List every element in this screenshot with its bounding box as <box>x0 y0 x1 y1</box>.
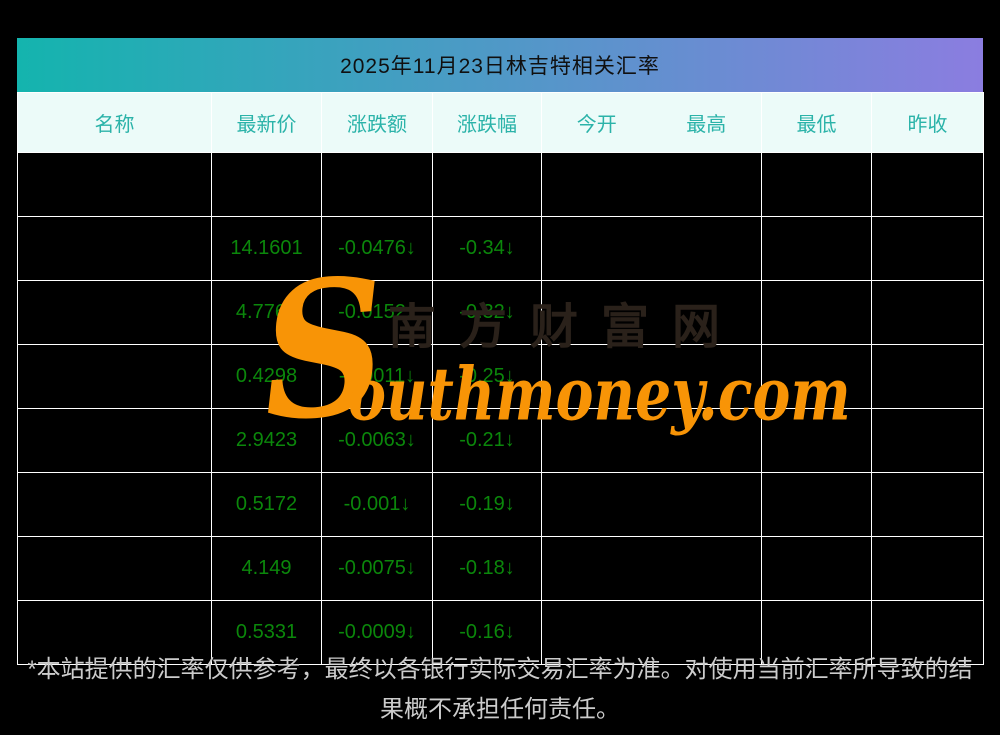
cell-change-percent: -0.16↓ <box>432 600 542 665</box>
cell-low <box>761 152 872 217</box>
column-header-change-percent: 涨跌幅 <box>432 92 542 153</box>
cell-today-open <box>541 152 652 217</box>
cell-today-open <box>541 536 652 601</box>
cell-name <box>17 408 212 473</box>
table-row: 0.5172 -0.001↓ -0.19↓ <box>17 472 984 537</box>
cell-name <box>17 280 212 345</box>
cell-today-open <box>541 408 652 473</box>
cell-prev-close <box>871 216 984 281</box>
cell-change-amount: -0.0009↓ <box>321 600 433 665</box>
cell-high <box>651 472 762 537</box>
cell-change-percent: -0.19↓ <box>432 472 542 537</box>
cell-latest-price <box>211 152 322 217</box>
column-header-prev-close: 昨收 <box>871 92 984 153</box>
cell-change-percent: -0.18↓ <box>432 536 542 601</box>
cell-change-percent <box>432 152 542 217</box>
cell-low <box>761 216 872 281</box>
cell-prev-close <box>871 152 984 217</box>
header-row: 名称 最新价 涨跌额 涨跌幅 今开 最高 最低 昨收 <box>17 92 984 153</box>
column-header-latest-price: 最新价 <box>211 92 322 153</box>
cell-latest-price: 0.5172 <box>211 472 322 537</box>
cell-name <box>17 472 212 537</box>
cell-latest-price: 4.7766 <box>211 280 322 345</box>
cell-today-open <box>541 472 652 537</box>
column-header-name: 名称 <box>17 92 212 153</box>
cell-high <box>651 408 762 473</box>
cell-name <box>17 152 212 217</box>
cell-prev-close <box>871 344 984 409</box>
cell-high <box>651 152 762 217</box>
cell-change-amount: -0.0063↓ <box>321 408 433 473</box>
rate-table-container: 2025年11月23日林吉特相关汇率 名称 最新价 涨跌额 涨跌幅 今开 最高 … <box>17 38 984 665</box>
table-row: 2.9423 -0.0063↓ -0.21↓ <box>17 408 984 473</box>
cell-name <box>17 216 212 281</box>
table-row: 0.4298 -0.0011↓ -0.25↓ <box>17 344 984 409</box>
cell-change-amount: -0.0152↓ <box>321 280 433 345</box>
cell-prev-close <box>871 472 984 537</box>
cell-change-percent: -0.34↓ <box>432 216 542 281</box>
cell-change-percent: -0.32↓ <box>432 280 542 345</box>
cell-low <box>761 600 872 665</box>
cell-prev-close <box>871 408 984 473</box>
cell-high <box>651 280 762 345</box>
table-title-bar: 2025年11月23日林吉特相关汇率 <box>17 38 983 92</box>
table-row: 14.1601 -0.0476↓ -0.34↓ <box>17 216 984 281</box>
table-title: 2025年11月23日林吉特相关汇率 <box>340 55 660 78</box>
cell-change-amount: -0.0075↓ <box>321 536 433 601</box>
cell-low <box>761 536 872 601</box>
cell-high <box>651 216 762 281</box>
cell-low <box>761 280 872 345</box>
disclaimer-block: *本站提供的汇率仅供参考，最终以各银行实际交易汇率为准。对使用当前汇率所导致的结… <box>0 650 1000 730</box>
exchange-rate-table: 名称 最新价 涨跌额 涨跌幅 今开 最高 最低 昨收 <box>17 92 984 665</box>
cell-prev-close <box>871 600 984 665</box>
cell-high <box>651 536 762 601</box>
cell-name <box>17 344 212 409</box>
cell-low <box>761 472 872 537</box>
cell-change-percent: -0.21↓ <box>432 408 542 473</box>
column-header-low: 最低 <box>761 92 872 153</box>
disclaimer-text: *本站提供的汇率仅供参考，最终以各银行实际交易汇率为准。对使用当前汇率所导致的结… <box>27 656 973 723</box>
cell-high <box>651 344 762 409</box>
column-header-today-open: 今开 <box>541 92 652 153</box>
column-header-change-amount: 涨跌额 <box>321 92 433 153</box>
cell-prev-close <box>871 280 984 345</box>
cell-low <box>761 344 872 409</box>
cell-low <box>761 408 872 473</box>
cell-change-amount <box>321 152 433 217</box>
cell-today-open <box>541 216 652 281</box>
cell-latest-price: 14.1601 <box>211 216 322 281</box>
cell-today-open <box>541 344 652 409</box>
cell-change-amount: -0.0476↓ <box>321 216 433 281</box>
cell-latest-price: 0.5331 <box>211 600 322 665</box>
cell-latest-price: 0.4298 <box>211 344 322 409</box>
cell-prev-close <box>871 536 984 601</box>
table-row: 4.7766 -0.0152↓ -0.32↓ <box>17 280 984 345</box>
table-row: 4.149 -0.0075↓ -0.18↓ <box>17 536 984 601</box>
cell-latest-price: 4.149 <box>211 536 322 601</box>
table-row: 0.5331 -0.0009↓ -0.16↓ <box>17 600 984 665</box>
table-row <box>17 152 984 217</box>
cell-latest-price: 2.9423 <box>211 408 322 473</box>
cell-name <box>17 536 212 601</box>
cell-change-amount: -0.001↓ <box>321 472 433 537</box>
cell-today-open <box>541 600 652 665</box>
column-header-high: 最高 <box>651 92 762 153</box>
cell-today-open <box>541 280 652 345</box>
cell-name <box>17 600 212 665</box>
cell-change-percent: -0.25↓ <box>432 344 542 409</box>
cell-change-amount: -0.0011↓ <box>321 344 433 409</box>
